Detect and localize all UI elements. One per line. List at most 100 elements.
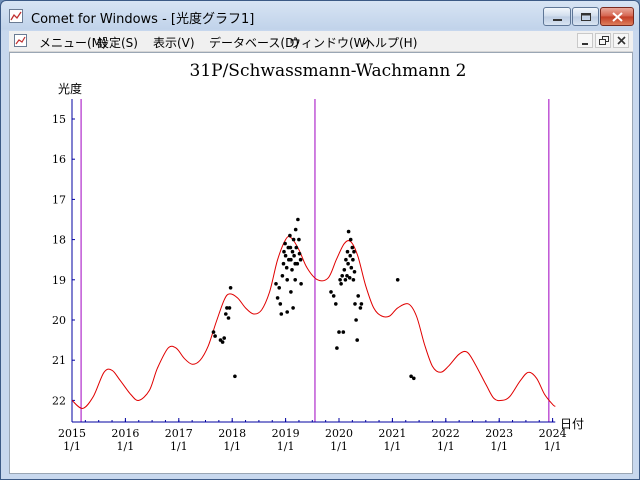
y-tick-label: 15 [52, 113, 66, 126]
observation-point [278, 302, 283, 306]
observation-point [351, 257, 355, 262]
x-tick-label: 2018 [218, 427, 246, 440]
x-tick-label: 2023 [485, 427, 513, 440]
close-button[interactable] [600, 7, 634, 26]
y-tick-label: 22 [52, 394, 66, 407]
observation-point [342, 268, 347, 272]
observation-point [409, 374, 413, 379]
y-tick-label: 21 [52, 354, 66, 367]
observation-point [220, 340, 225, 344]
observation-point [358, 306, 363, 310]
x-tick-sublabel: 1/1 [170, 440, 188, 453]
maximize-button[interactable] [572, 7, 599, 26]
observation-point [345, 274, 349, 278]
x-tick-label: 2019 [272, 427, 300, 440]
observation-point [354, 318, 358, 322]
x-tick-label: 2015 [58, 427, 86, 440]
observation-point [290, 268, 294, 272]
axes: 151617181920212220151/120161/120171/1201… [52, 99, 567, 453]
menu-database[interactable]: データベース(D) [209, 36, 300, 50]
x-tick-sublabel: 1/1 [117, 440, 135, 453]
observation-point [225, 306, 229, 310]
observation-point [359, 302, 364, 306]
observation-point [334, 302, 338, 306]
y-tick-label: 19 [52, 274, 66, 287]
chart-doc-icon[interactable] [13, 34, 29, 48]
minimize-icon [582, 43, 588, 45]
observation-point [344, 257, 348, 262]
mdi-minimize-button[interactable] [577, 33, 593, 48]
menu-view[interactable]: 表示(V) [153, 36, 195, 50]
observation-point [274, 282, 278, 286]
observation-point [222, 336, 226, 340]
chart-app-icon [9, 9, 23, 23]
observation-point [213, 334, 217, 338]
y-tick-label: 16 [52, 153, 66, 166]
x-axis-label: 日付 [560, 417, 584, 431]
restore-icon [599, 36, 609, 45]
observation-point [337, 330, 341, 334]
x-tick-sublabel: 1/1 [544, 440, 562, 453]
observation-point [290, 249, 295, 254]
observation-point [348, 253, 353, 258]
minimize-button[interactable] [543, 7, 571, 26]
observation-point [351, 278, 356, 282]
observation-point [226, 316, 231, 320]
menu-window[interactable]: ウィンドウ(W) [289, 36, 371, 50]
observation-point [228, 286, 233, 290]
y-tick-label: 18 [52, 234, 66, 247]
observation-point [289, 290, 293, 294]
observation-point [299, 282, 303, 286]
x-tick-label: 2020 [325, 427, 353, 440]
observation-point [291, 237, 296, 242]
observation-point [233, 374, 237, 379]
observation-point [275, 296, 280, 300]
observation-point [343, 278, 348, 282]
x-tick-sublabel: 1/1 [330, 440, 348, 453]
observation-point [412, 376, 416, 381]
observation-point [395, 278, 400, 282]
x-tick-label: 2016 [111, 427, 139, 440]
y-tick-label: 17 [52, 193, 66, 206]
observation-point [295, 261, 300, 266]
chart-area: 31P/Schwassmann-Wachmann 2 光度 日付 15 16 17 1… [9, 52, 633, 474]
close-icon [612, 12, 623, 22]
title-bar[interactable]: Comet for Windows - [光度グラフ1] [1, 1, 639, 31]
observation-point [296, 217, 300, 222]
observation-point [345, 249, 350, 254]
observation-point [297, 237, 301, 242]
observation-point [352, 249, 356, 254]
observation-point [353, 302, 357, 306]
observation-point [279, 312, 284, 316]
observation-point [283, 241, 287, 246]
mdi-close-button[interactable] [613, 33, 629, 48]
chart-title: 31P/Schwassmann-Wachmann 2 [190, 61, 467, 81]
observation-point [340, 274, 345, 278]
observation-point [288, 233, 292, 238]
observation-point [281, 261, 286, 266]
observation-point [293, 278, 298, 282]
observation-point [277, 286, 282, 290]
observation-point [348, 237, 353, 242]
menu-settings[interactable]: 設定(S) [97, 36, 138, 50]
observation-point [297, 251, 302, 256]
menu-help[interactable]: ヘルプ(H) [363, 36, 418, 50]
observation-point [293, 227, 298, 232]
observation-point [285, 310, 290, 314]
observation-point [346, 229, 351, 234]
observation-point [329, 290, 333, 294]
y-tick-label: 20 [52, 314, 66, 327]
x-tick-label: 2021 [378, 427, 406, 440]
x-tick-label: 2022 [432, 427, 460, 440]
window-title: Comet for Windows - [光度グラフ1] [31, 12, 255, 27]
observation-point [352, 270, 357, 274]
observation-point [284, 265, 289, 270]
menu-menu[interactable]: メニュー(M) [39, 36, 107, 50]
x-tick-sublabel: 1/1 [384, 440, 402, 453]
observation-point [283, 253, 288, 258]
observation-point [339, 282, 343, 286]
observation-point [298, 257, 303, 262]
mdi-restore-button[interactable] [595, 33, 611, 48]
light-curve-chart: 31P/Schwassmann-Wachmann 2 光度 日付 15 16 17 1… [52, 61, 584, 453]
